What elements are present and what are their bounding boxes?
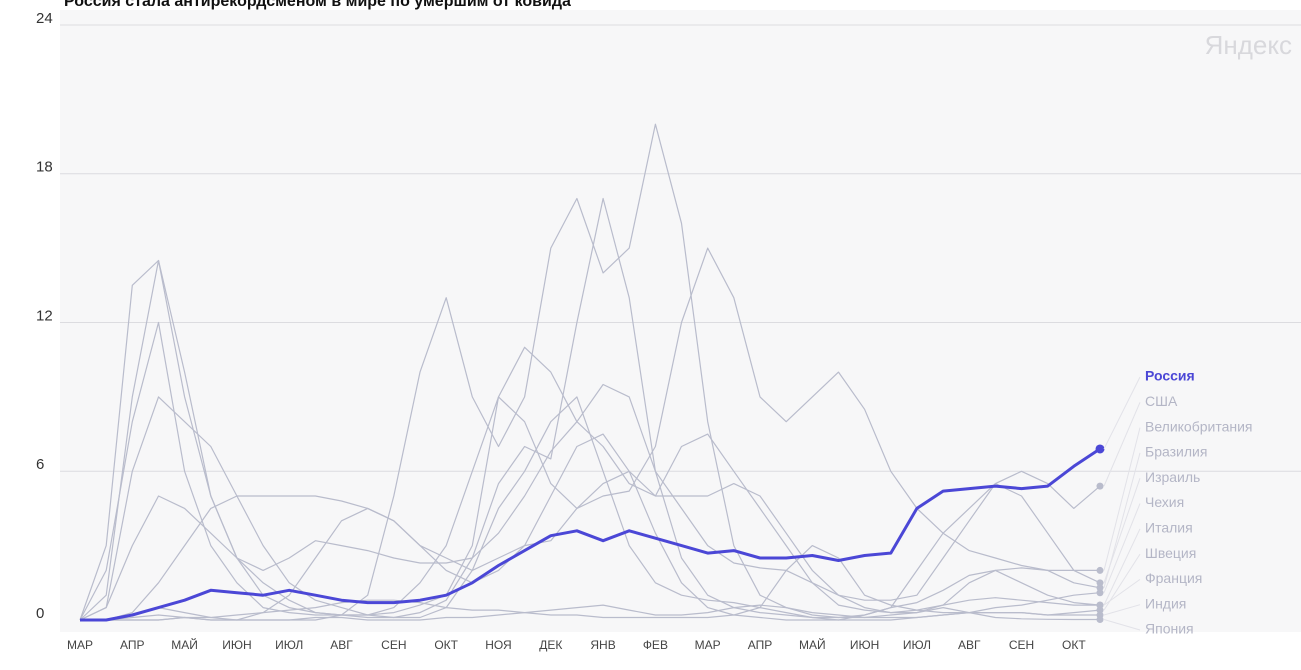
plot-background (60, 10, 1301, 632)
end-dot (1096, 566, 1104, 574)
end-dot (1096, 601, 1104, 609)
legend-label: Бразилия (1145, 444, 1207, 460)
x-tick-label: МАР (67, 638, 93, 652)
legend-leader (1103, 528, 1141, 606)
legend-label: США (1145, 393, 1178, 409)
x-tick-label: НОЯ (485, 638, 511, 652)
legend-label: Индия (1145, 595, 1186, 611)
x-tick-label: ОКТ (1062, 638, 1086, 652)
legend-leader (1103, 619, 1141, 631)
series-line (79, 197, 1100, 621)
legend-leader (1103, 503, 1141, 593)
x-tick-label: ФЕВ (643, 638, 668, 652)
y-tick-label: 6 (36, 456, 44, 473)
legend-label: Япония (1145, 621, 1194, 637)
series-line (80, 545, 1100, 621)
y-tick-label: 0 (36, 605, 44, 622)
series-line (79, 259, 1100, 621)
y-tick-label: 24 (36, 10, 53, 27)
end-dot (1096, 482, 1104, 490)
end-dot (1096, 589, 1104, 597)
x-tick-label: ОКТ (434, 638, 458, 652)
legend-label: Россия (1145, 368, 1195, 384)
x-tick-label: ИЮН (222, 638, 251, 652)
x-tick-label: АВГ (330, 638, 353, 652)
x-tick-label: АПР (748, 638, 773, 652)
legend-leader (1103, 376, 1141, 450)
series-line (80, 433, 1101, 621)
y-tick-label: 18 (36, 159, 53, 176)
x-tick-label: ЯНВ (590, 638, 615, 652)
legend-leader (1103, 604, 1141, 616)
x-tick-label: СЕН (381, 638, 406, 652)
x-tick-label: АПР (120, 638, 145, 652)
series-line (80, 447, 1101, 622)
legend-label: Великобритания (1145, 418, 1253, 434)
series-line (79, 383, 1101, 621)
end-dot (1095, 444, 1105, 454)
x-tick-label: МАЙ (171, 637, 198, 652)
legend-label: Чехия (1145, 494, 1184, 510)
legend-leader (1103, 402, 1141, 487)
x-tick-label: МАЙ (799, 637, 826, 652)
end-dot (1096, 579, 1104, 587)
legend-label: Израиль (1145, 469, 1200, 485)
legend-leader (1103, 478, 1141, 583)
legend-label: Франция (1145, 570, 1202, 586)
x-tick-label: СЕН (1009, 638, 1034, 652)
series-line (80, 123, 1101, 621)
legend-leader (1103, 427, 1141, 571)
x-tick-label: ДЕК (539, 638, 562, 652)
watermark: Яндекс (1205, 30, 1292, 60)
legend-leader (1103, 578, 1141, 606)
legend-label: Италия (1145, 520, 1193, 536)
x-tick-label: МАР (695, 638, 721, 652)
series-line (80, 247, 1101, 621)
x-tick-label: ИЮЛ (275, 638, 303, 652)
chart-title: Россия стала антирекордсменом в мире по … (64, 0, 571, 10)
legend-label: Швеция (1145, 545, 1196, 561)
x-tick-label: ИЮН (850, 638, 879, 652)
x-tick-label: ИЮЛ (903, 638, 931, 652)
y-tick-label: 12 (36, 307, 53, 324)
end-dot (1096, 606, 1104, 614)
x-tick-label: АВГ (958, 638, 981, 652)
end-dot (1096, 611, 1104, 619)
end-dot (1096, 584, 1104, 592)
